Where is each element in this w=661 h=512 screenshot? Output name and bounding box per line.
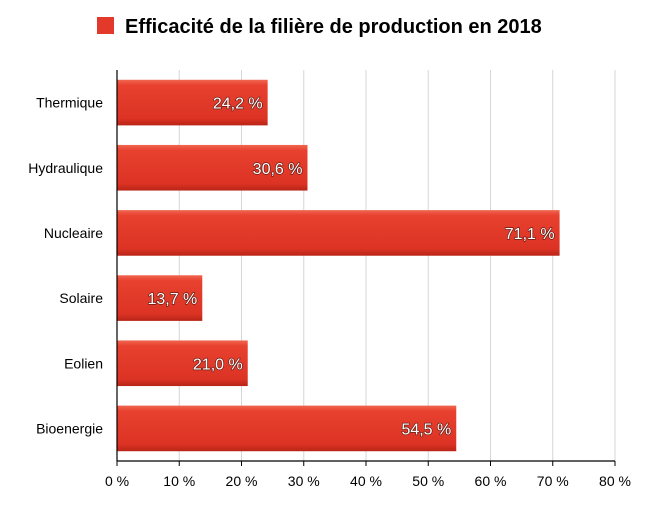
data-label: 30,6 % — [253, 161, 303, 178]
bars — [117, 79, 560, 452]
x-tick-label: 70 % — [537, 473, 569, 489]
data-label: 71,1 % — [505, 226, 555, 243]
x-tick-label: 80 % — [599, 473, 631, 489]
bar-eolien — [117, 340, 248, 387]
data-label: 54,5 % — [401, 421, 451, 438]
axes — [116, 70, 616, 466]
category-label: Bioenergie — [36, 420, 103, 436]
x-tick-label: 0 % — [105, 473, 129, 489]
gridlines — [178, 70, 616, 461]
category-label: Nucleaire — [44, 225, 103, 241]
tick-labels: 0 % 10 % 20 % 30 % 40 % 50 % 60 % 70 % 80 % — [105, 473, 631, 489]
x-tick-label: 20 % — [226, 473, 258, 489]
bar-nucleaire — [117, 210, 560, 256]
category-labels: Thermique Hydraulique Nucleaire Solaire Eoli… — [28, 95, 103, 437]
legend-swatch — [97, 17, 114, 34]
x-tick-label: 50 % — [412, 473, 444, 489]
category-label: Solaire — [59, 290, 103, 306]
data-labels: 24,2 % 30,6 % 71,1 % 13,7 % 21,0 % 54,5 % — [147, 95, 556, 439]
legend-series-name: Efficacité de la filière de production e… — [125, 16, 542, 38]
chart-legend: Efficacité de la filière de production e… — [97, 16, 542, 38]
x-tick-label: 60 % — [475, 473, 507, 489]
bar-bioenergie — [117, 405, 457, 452]
data-label: 21,0 % — [193, 356, 243, 373]
data-label: 24,2 % — [213, 96, 263, 113]
data-label: 13,7 % — [147, 291, 197, 308]
category-label: Thermique — [36, 95, 103, 111]
x-tick-label: 30 % — [288, 473, 320, 489]
bar-hydraulique — [117, 144, 308, 191]
bar-thermique — [117, 79, 268, 126]
bar-solaire — [117, 275, 203, 321]
x-tick-label: 40 % — [350, 473, 382, 489]
category-label: Eolien — [64, 355, 103, 371]
x-tick-label: 10 % — [163, 473, 195, 489]
category-label: Hydraulique — [28, 160, 103, 176]
